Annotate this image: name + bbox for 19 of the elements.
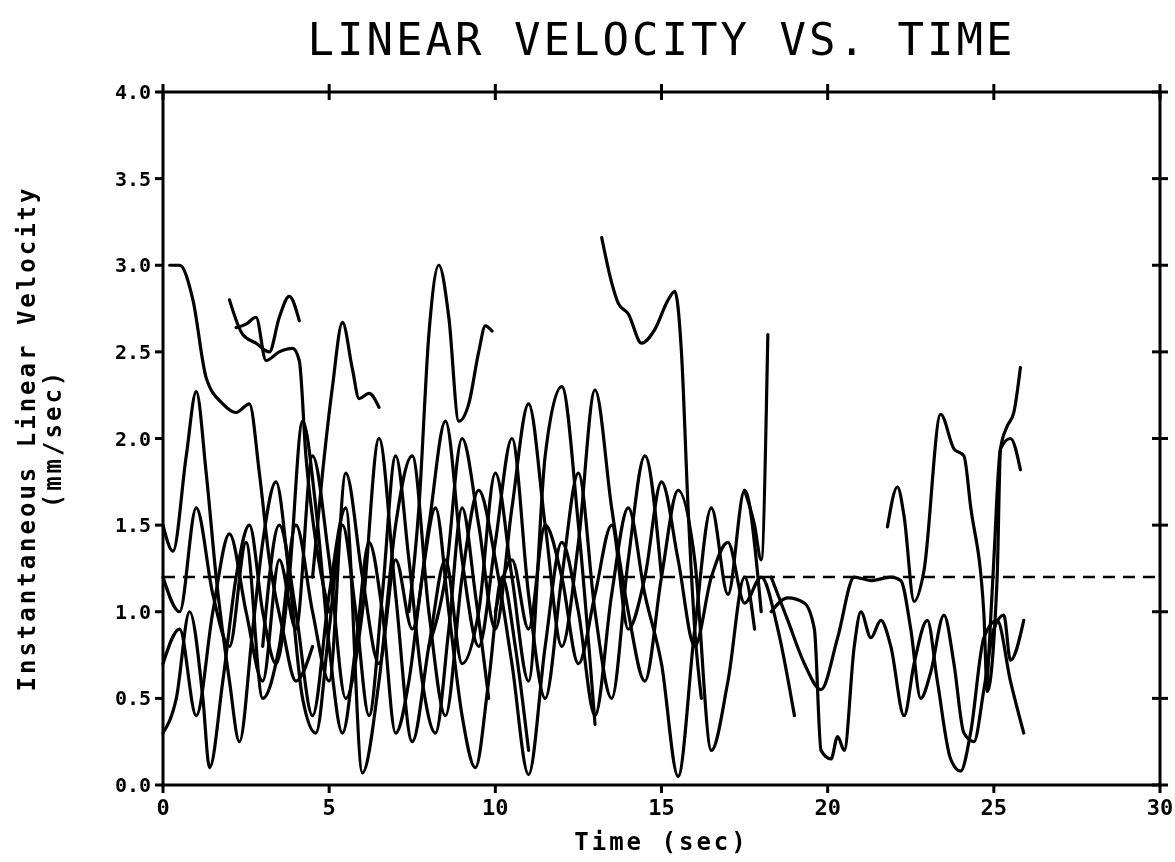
y-tick-label: 1.5 [114,513,151,538]
chart-title: LINEAR VELOCITY VS. TIME [307,14,1016,65]
x-tick-label: 30 [1146,795,1174,820]
y-tick-label: 4.0 [114,80,151,104]
y-tick-label: 2.0 [114,426,151,451]
x-tick-label: 0 [156,795,170,820]
y-tick-label: 0.0 [114,773,151,797]
y-tick-label: 1.0 [114,599,151,624]
y-axis-title: Instantaneous Linear Velocity (mm/sec) [13,185,67,692]
x-tick-label: 15 [648,795,675,820]
y-tick-label: 0.5 [114,686,151,711]
y-tick-label: 3.0 [114,253,151,278]
x-axis-title: Time (sec) [574,828,749,856]
x-tick-label: 25 [980,795,1008,820]
y-tick-label: 2.5 [114,339,151,364]
x-tick-label: 5 [322,795,336,820]
y-tick-label: 3.5 [114,166,151,191]
x-tick-label: 10 [482,795,509,820]
x-tick-label: 20 [814,795,841,820]
